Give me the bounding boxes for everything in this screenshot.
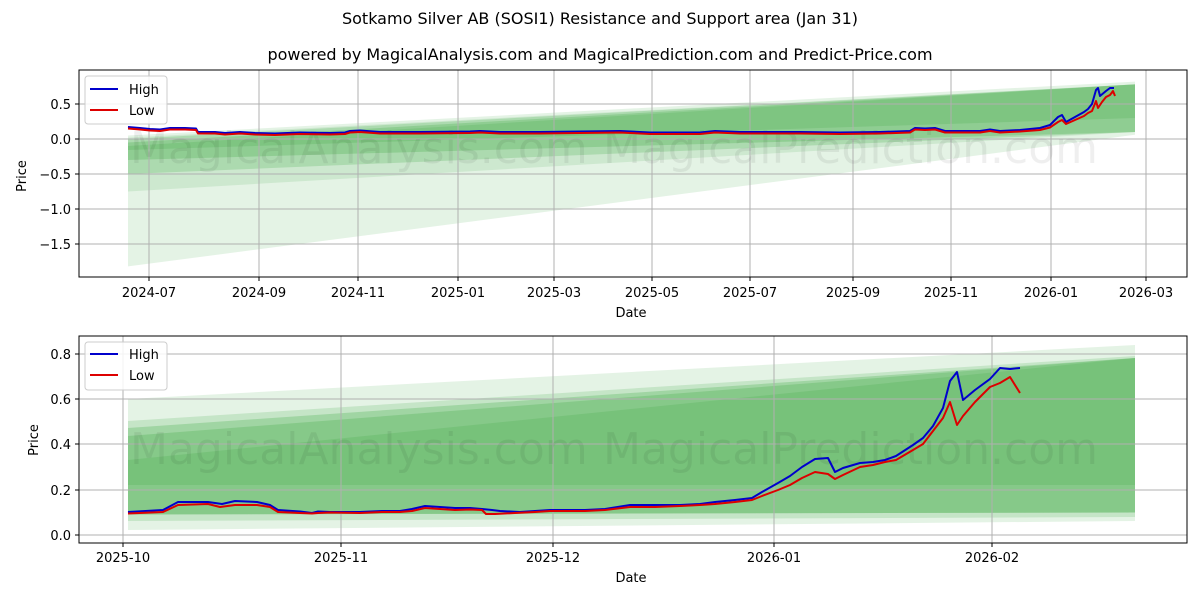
top-y-axis-label: Price bbox=[15, 160, 30, 192]
svg-text:2025-09: 2025-09 bbox=[826, 286, 880, 301]
svg-text:0.4: 0.4 bbox=[50, 438, 71, 453]
svg-text:0.6: 0.6 bbox=[50, 393, 71, 408]
legend-low-label: Low bbox=[129, 369, 155, 384]
svg-text:2025-03: 2025-03 bbox=[527, 286, 581, 301]
bottom-axes-frame bbox=[78, 335, 1188, 544]
svg-text:2024-11: 2024-11 bbox=[331, 286, 385, 301]
legend-high-label: High bbox=[129, 348, 159, 363]
bottom-low-line bbox=[127, 376, 1021, 515]
svg-text:2026-03: 2026-03 bbox=[1119, 286, 1173, 301]
svg-text:−1.5: −1.5 bbox=[39, 238, 71, 253]
bottom-chart: MagicalAnalysis.com MagicalPrediction.co… bbox=[27, 335, 1188, 586]
chart-subtitle: powered by MagicalAnalysis.com and Magic… bbox=[267, 45, 933, 64]
bottom-x-axis-label: Date bbox=[615, 571, 646, 586]
top-x-tick-labels: 2024-07 2024-09 2024-11 2025-01 2025-03 … bbox=[122, 286, 1173, 301]
bottom-support-resistance-bands bbox=[128, 345, 1135, 530]
svg-text:2025-01: 2025-01 bbox=[431, 286, 485, 301]
svg-text:−0.5: −0.5 bbox=[39, 168, 71, 183]
svg-text:0.5: 0.5 bbox=[50, 98, 71, 113]
chart-title: Sotkamo Silver AB (SOSI1) Resistance and… bbox=[341, 9, 859, 28]
bottom-plot-area bbox=[79, 336, 1187, 543]
svg-text:0.2: 0.2 bbox=[50, 484, 71, 499]
top-x-axis-label: Date bbox=[615, 306, 646, 321]
legend-high-label: High bbox=[129, 83, 159, 98]
svg-text:2025-11: 2025-11 bbox=[314, 551, 368, 566]
svg-text:2025-10: 2025-10 bbox=[96, 551, 150, 566]
bottom-x-tick-labels: 2025-10 2025-11 2025-12 2026-01 2026-02 bbox=[96, 551, 1019, 566]
watermark-magicalanalysis-bottom: MagicalAnalysis.com bbox=[130, 424, 588, 475]
watermark-magicalprediction-bottom: MagicalPrediction.com bbox=[603, 424, 1098, 475]
svg-text:2025-11: 2025-11 bbox=[924, 286, 978, 301]
svg-text:0.8: 0.8 bbox=[50, 348, 71, 363]
bottom-y-tick-labels: 0.8 0.6 0.4 0.2 0.0 bbox=[50, 348, 71, 544]
svg-text:0.0: 0.0 bbox=[50, 529, 71, 544]
svg-text:−1.0: −1.0 bbox=[39, 203, 71, 218]
top-legend: High Low bbox=[84, 75, 168, 125]
bottom-y-axis-label: Price bbox=[27, 424, 42, 456]
top-grid bbox=[79, 70, 1187, 277]
svg-text:2025-07: 2025-07 bbox=[723, 286, 777, 301]
top-low-line bbox=[127, 90, 1116, 136]
svg-text:0.0: 0.0 bbox=[50, 133, 71, 148]
svg-text:2026-02: 2026-02 bbox=[965, 551, 1019, 566]
top-high-line bbox=[127, 87, 1114, 135]
legend-low-label: Low bbox=[129, 104, 155, 119]
svg-text:2025-05: 2025-05 bbox=[625, 286, 679, 301]
top-chart: MagicalAnalysis.com MagicalPrediction.co… bbox=[15, 69, 1188, 321]
svg-text:2025-12: 2025-12 bbox=[526, 551, 580, 566]
top-y-tick-labels: 0.5 0.0 −0.5 −1.0 −1.5 bbox=[39, 98, 71, 253]
svg-text:2024-09: 2024-09 bbox=[232, 286, 286, 301]
bottom-legend: High Low bbox=[84, 341, 168, 391]
svg-text:2026-01: 2026-01 bbox=[747, 551, 801, 566]
svg-text:2024-07: 2024-07 bbox=[122, 286, 176, 301]
svg-text:2026-01: 2026-01 bbox=[1024, 286, 1078, 301]
